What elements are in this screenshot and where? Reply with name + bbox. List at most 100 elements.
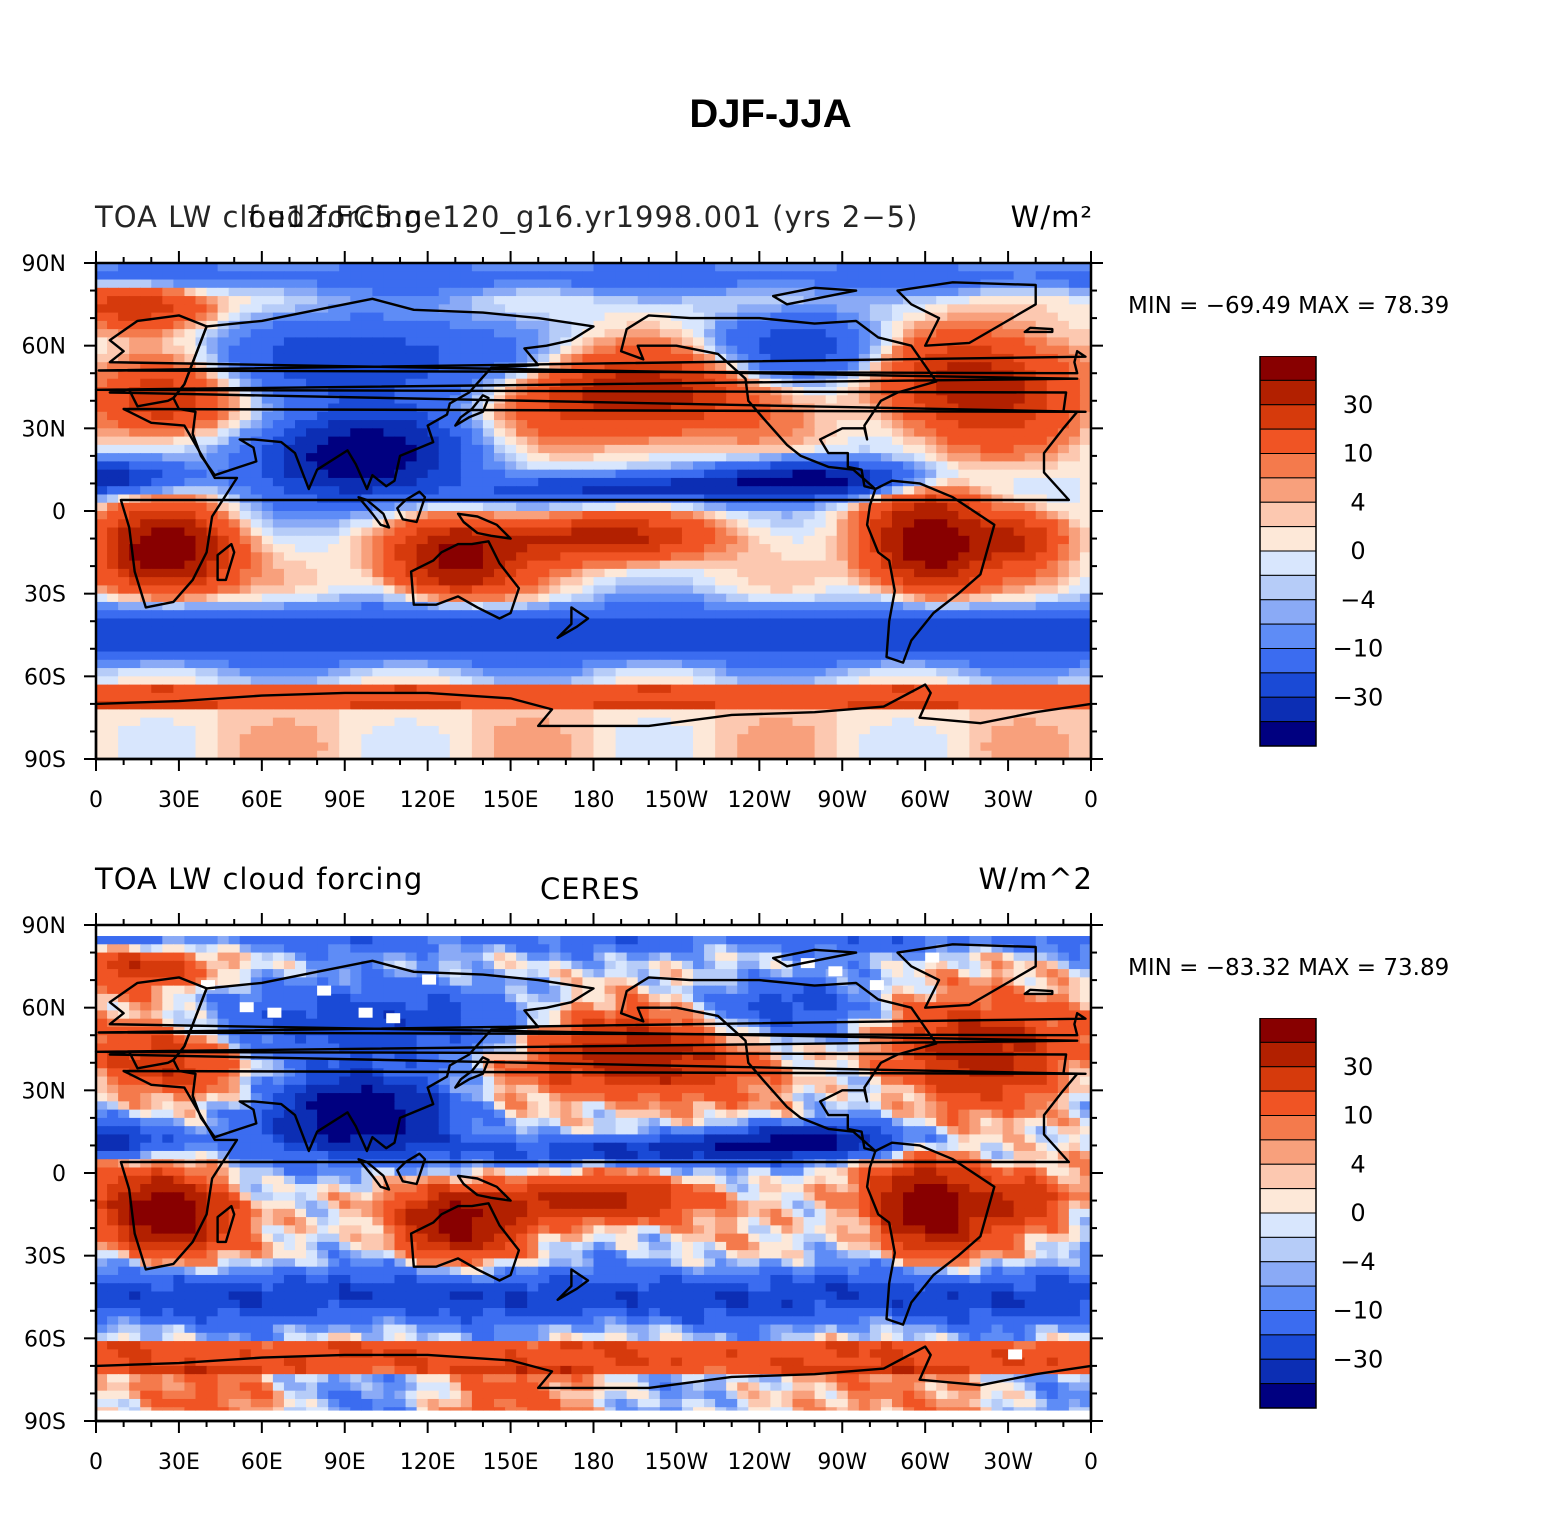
field-cell: [659, 271, 672, 281]
field-cell: [637, 552, 650, 562]
field-cell: [317, 486, 329, 496]
field-cell: [140, 709, 152, 719]
field-cell: [936, 626, 948, 636]
field-cell: [704, 502, 716, 512]
field-cell: [228, 635, 241, 644]
field-cell: [306, 568, 318, 578]
field-cell: [925, 411, 937, 421]
field-cell: [958, 461, 970, 471]
field-cell: [670, 643, 683, 653]
field-cell: [438, 461, 451, 471]
field-cell: [250, 461, 263, 471]
field-cell: [947, 271, 959, 281]
field-cell: [571, 304, 584, 314]
field-cell: [239, 502, 252, 512]
field-cell: [195, 593, 208, 603]
field-cell: [317, 585, 329, 595]
field-cell: [560, 585, 572, 595]
field-cell: [925, 577, 937, 586]
field-cell: [1002, 428, 1015, 438]
field-cell: [350, 643, 362, 653]
field-cell: [770, 692, 783, 702]
field-cell: [339, 676, 351, 686]
field-cell: [1013, 684, 1026, 694]
field-cell: [328, 287, 340, 297]
field-cell: [858, 337, 871, 347]
field-cell: [162, 552, 174, 562]
field-cell: [206, 263, 219, 272]
field-cell: [173, 486, 186, 496]
field-cell: [228, 709, 241, 719]
field-cell: [582, 296, 595, 305]
field-cell: [1002, 287, 1015, 297]
field-cell: [969, 668, 982, 677]
field-cell: [693, 552, 705, 562]
field-cell: [825, 585, 838, 595]
field-cell: [792, 428, 805, 438]
field-cell: [195, 395, 208, 405]
field-cell: [648, 610, 661, 620]
field-cell: [460, 296, 473, 305]
field-cell: [272, 585, 285, 595]
field-cell: [825, 296, 838, 305]
field-cell: [1013, 486, 1026, 496]
field-cell: [560, 643, 572, 653]
field-cell: [582, 544, 595, 553]
field-cell: [1057, 692, 1070, 702]
field-cell: [880, 552, 893, 562]
field-cell: [737, 502, 749, 512]
field-cell: [438, 420, 451, 429]
field-cell: [903, 461, 915, 471]
field-cell: [659, 461, 672, 471]
field-cell: [1046, 403, 1059, 413]
field-cell: [892, 428, 904, 438]
field-cell: [283, 659, 296, 669]
field-cell: [1068, 370, 1081, 380]
field-cell: [427, 370, 440, 380]
field-cell: [96, 668, 108, 677]
field-cell: [471, 709, 484, 719]
field-cell: [858, 535, 871, 545]
field-cell: [272, 626, 285, 636]
field-cell: [494, 502, 506, 512]
field-cell: [903, 420, 915, 429]
field-cell: [770, 477, 783, 487]
field-cell: [372, 659, 385, 669]
field-cell: [1046, 635, 1059, 644]
field-cell: [239, 444, 252, 454]
field-cell: [880, 337, 893, 347]
field-cell: [615, 668, 628, 677]
field-cell: [814, 271, 827, 281]
field-cell: [250, 436, 263, 446]
field-cell: [538, 544, 550, 553]
field-cell: [383, 701, 396, 710]
field-cell: [825, 287, 838, 297]
field-cell: [250, 676, 263, 686]
field-cell: [814, 618, 827, 628]
field-cell: [372, 477, 385, 487]
field-cell: [560, 552, 572, 562]
field-cell: [858, 568, 871, 578]
field-cell: [715, 519, 727, 529]
field-cell: [228, 362, 241, 372]
field-cell: [129, 444, 141, 454]
field-cell: [969, 461, 982, 471]
field-cell: [825, 263, 838, 272]
field-cell: [659, 420, 672, 429]
field-cell: [880, 304, 893, 314]
field-cell: [549, 577, 561, 586]
field-cell: [914, 668, 926, 677]
field-cell: [527, 486, 539, 496]
field-cell: [317, 692, 329, 702]
field-cell: [648, 329, 661, 338]
field-cell: [118, 568, 130, 578]
field-cell: [350, 486, 362, 496]
field-cell: [770, 486, 783, 496]
field-cell: [980, 618, 993, 628]
field-cell: [129, 701, 141, 710]
field-cell: [129, 362, 141, 372]
field-cell: [814, 304, 827, 314]
field-cell: [471, 701, 484, 710]
field-cell: [140, 568, 152, 578]
field-cell: [1013, 527, 1026, 537]
